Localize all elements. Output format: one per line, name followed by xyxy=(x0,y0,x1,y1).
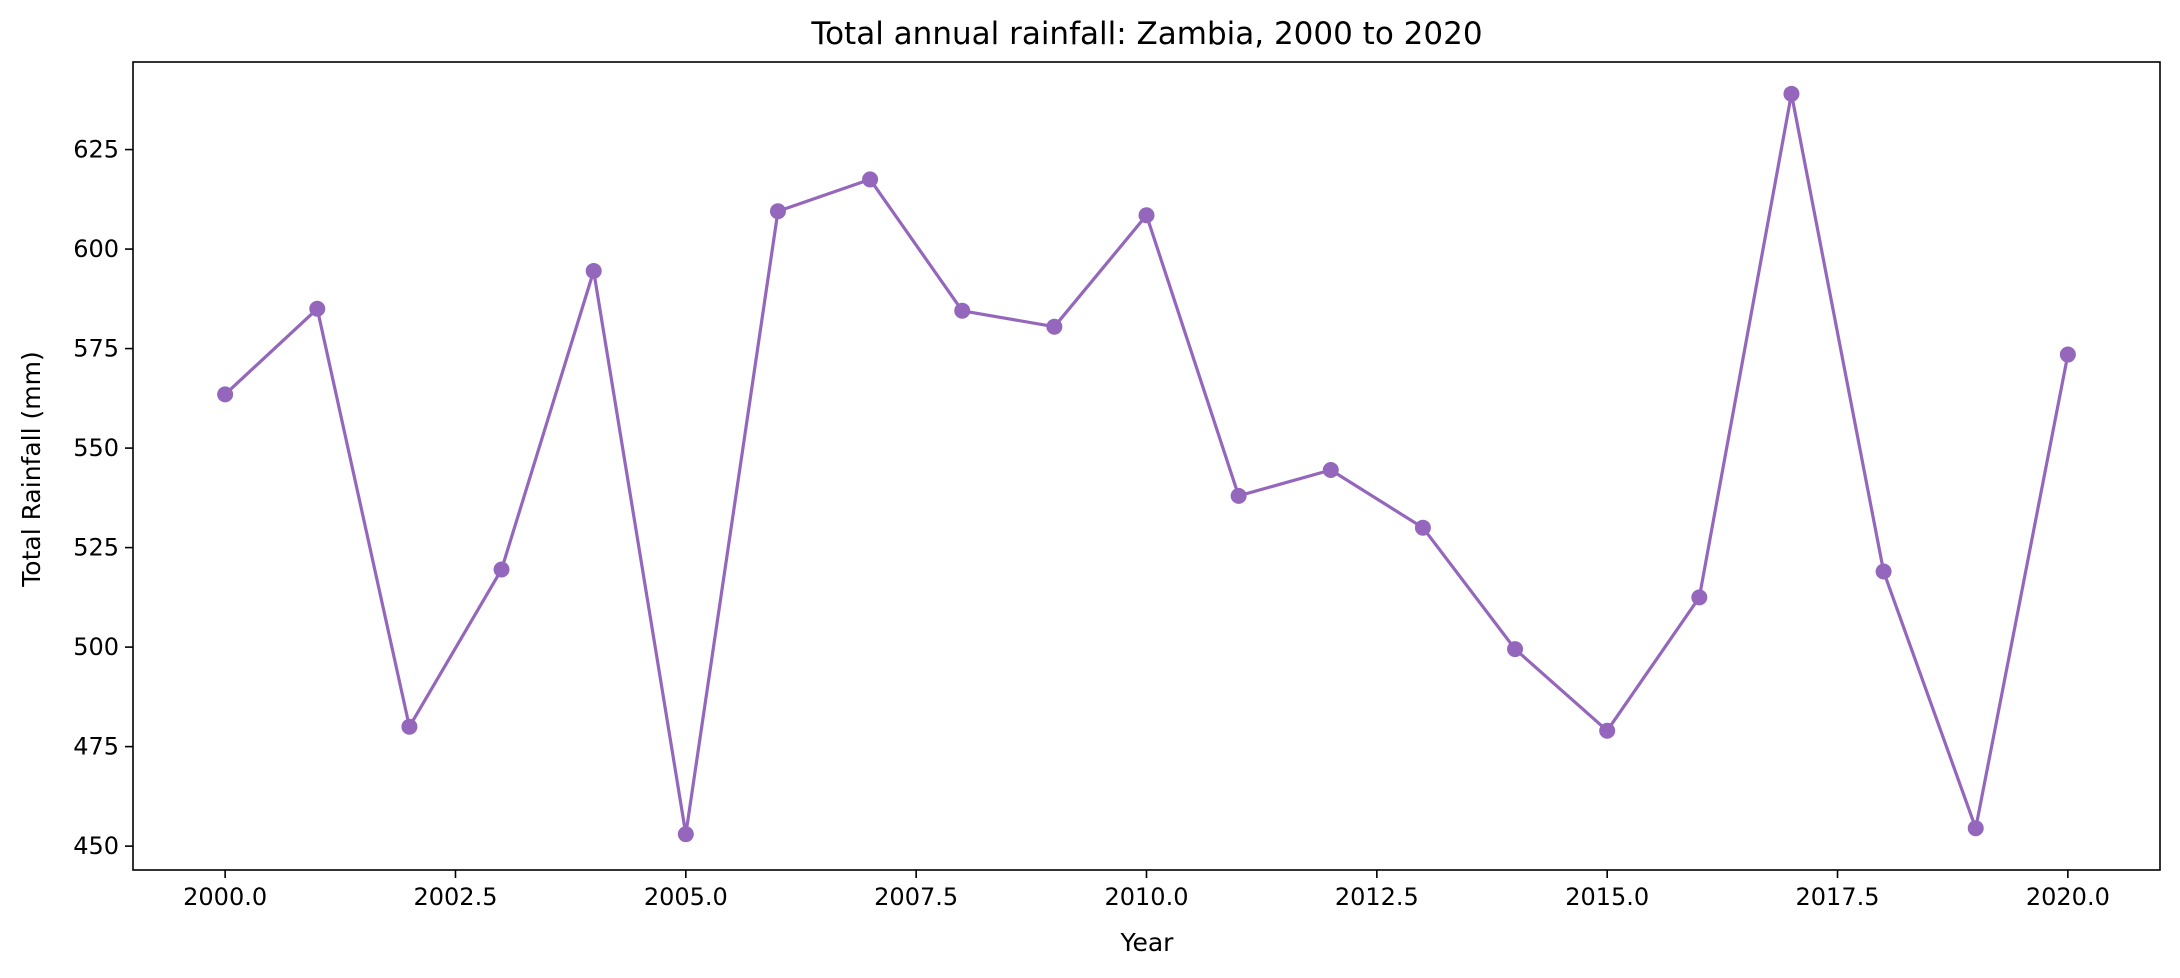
y-tick-label: 450 xyxy=(73,832,119,860)
y-tick-label: 600 xyxy=(73,235,119,263)
data-point xyxy=(1138,207,1155,224)
y-tick-label: 475 xyxy=(73,733,119,761)
x-tick-label: 2000.0 xyxy=(183,883,267,911)
data-point xyxy=(1967,820,1984,837)
x-tick-label: 2020.0 xyxy=(2026,883,2110,911)
y-axis-label: Total Rainfall (mm) xyxy=(17,351,46,587)
data-point xyxy=(862,171,879,188)
data-point xyxy=(1599,722,1616,739)
data-point xyxy=(309,300,326,317)
data-point xyxy=(769,203,786,220)
plot-area: 2000.0 2002.5 2005.0 2007.5 2010.0 2012.5 2015… xyxy=(73,61,2161,911)
data-point xyxy=(1322,461,1339,478)
data-point xyxy=(1783,85,1800,102)
data-point xyxy=(1507,641,1524,658)
data-point xyxy=(585,262,602,279)
data-point xyxy=(954,302,971,319)
x-tick-label: 2015.0 xyxy=(1565,883,1649,911)
x-tick-label: 2012.5 xyxy=(1335,883,1419,911)
data-point xyxy=(677,826,694,843)
data-point xyxy=(1691,589,1708,606)
data-point xyxy=(1046,318,1063,335)
data-point xyxy=(2059,346,2076,363)
chart-title: Total annual rainfall: Zambia, 2000 to 2… xyxy=(810,16,1482,52)
y-tick-label: 500 xyxy=(73,633,119,661)
data-point xyxy=(493,561,510,578)
data-point xyxy=(1875,563,1892,580)
y-tick-label: 575 xyxy=(73,335,119,363)
data-point xyxy=(1414,519,1431,536)
y-tick-label: 625 xyxy=(73,136,119,164)
y-tick-label: 550 xyxy=(73,434,119,462)
x-tick-label: 2017.5 xyxy=(1796,883,1880,911)
data-point xyxy=(401,718,418,735)
x-tick-label: 2002.5 xyxy=(413,883,497,911)
data-point xyxy=(217,386,234,403)
x-tick-label: 2005.0 xyxy=(644,883,728,911)
x-axis-label: Year xyxy=(1120,928,1175,957)
data-point xyxy=(1230,487,1247,504)
x-tick-label: 2010.0 xyxy=(1105,883,1189,911)
y-tick-label: 525 xyxy=(73,534,119,562)
x-tick-label: 2007.5 xyxy=(874,883,958,911)
